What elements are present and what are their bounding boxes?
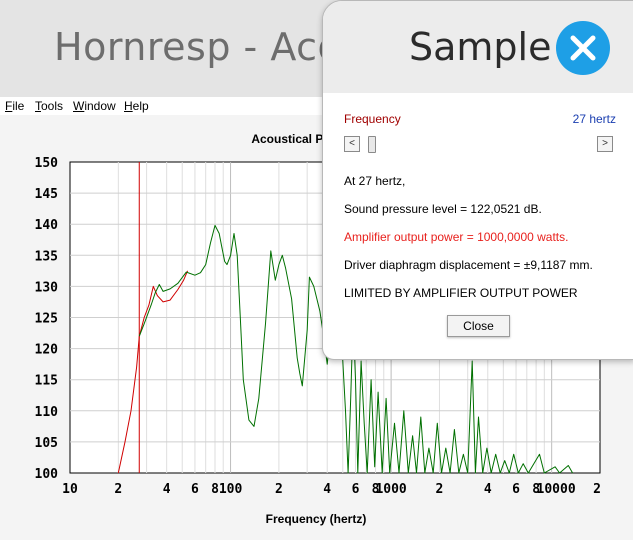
popup-title: Sample <box>409 25 552 69</box>
y-tick-label: 110 <box>35 405 59 420</box>
x-tick-label: 6 <box>191 482 199 497</box>
y-tick-label: 100 <box>35 467 59 482</box>
spl-text: Sound pressure level = 122,0521 dB. <box>344 202 542 216</box>
displacement-text: Driver diaphragm displacement = ±9,1187 … <box>344 258 593 272</box>
x-tick-label: 8 <box>372 482 380 497</box>
y-tick-label: 140 <box>35 218 59 233</box>
y-tick-label: 145 <box>35 187 58 202</box>
x-tick-label: 8 <box>532 482 540 497</box>
popup-header: Sample <box>323 1 633 93</box>
at-frequency-text: At 27 hertz, <box>344 174 406 188</box>
x-tick-label: 6 <box>512 482 520 497</box>
x-tick-label: 1000 <box>375 482 406 497</box>
menu-file[interactable]: File <box>5 99 25 113</box>
y-tick-label: 125 <box>35 312 58 327</box>
frequency-slider-thumb[interactable] <box>368 136 376 153</box>
x-tick-label: 8 <box>211 482 219 497</box>
y-tick-label: 135 <box>35 249 58 264</box>
frequency-increase-button[interactable]: > <box>597 136 613 152</box>
x-axis-label: Frequency (hertz) <box>266 512 367 526</box>
frequency-decrease-button[interactable]: < <box>344 136 360 152</box>
app-title: Hornresp - Aco <box>54 25 342 69</box>
y-tick-label: 150 <box>35 156 59 171</box>
x-tick-label: 2 <box>593 482 601 497</box>
x-tick-label: 2 <box>275 482 283 497</box>
menu-help[interactable]: Help <box>124 99 149 113</box>
y-tick-label: 105 <box>35 436 58 451</box>
popup-body: Frequency 27 hertz < > At 27 hertz, Soun… <box>323 93 633 359</box>
x-tick-label: 4 <box>323 482 331 497</box>
x-tick-label: 10000 <box>537 482 576 497</box>
x-icon <box>570 35 596 61</box>
y-tick-label: 130 <box>35 280 59 295</box>
y-tick-label: 115 <box>35 374 58 389</box>
x-tick-label: 4 <box>484 482 492 497</box>
x-tick-label: 2 <box>114 482 122 497</box>
amp-power-text: Amplifier output power = 1000,0000 watts… <box>344 230 569 244</box>
menu-tools[interactable]: Tools <box>35 99 64 113</box>
y-axis-ticks: 150 145 140 135 130 125 120 115 110 105 100 <box>35 156 59 482</box>
sample-popup: Sample Frequency 27 hertz < > At 27 hert… <box>322 0 633 360</box>
menu-window[interactable]: Window <box>73 99 116 113</box>
x-tick-label: 4 <box>163 482 171 497</box>
y-tick-label: 120 <box>35 343 59 358</box>
x-tick-label: 100 <box>219 482 243 497</box>
x-tick-label: 10 <box>62 482 78 497</box>
x-tick-label: 6 <box>352 482 360 497</box>
frequency-label: Frequency <box>344 112 401 126</box>
close-button[interactable]: Close <box>447 315 510 337</box>
close-icon[interactable] <box>556 21 610 75</box>
limited-text: LIMITED BY AMPLIFIER OUTPUT POWER <box>344 286 578 300</box>
x-tick-label: 2 <box>436 482 444 497</box>
frequency-value: 27 hertz <box>572 112 616 126</box>
series-line-1 <box>117 270 189 474</box>
